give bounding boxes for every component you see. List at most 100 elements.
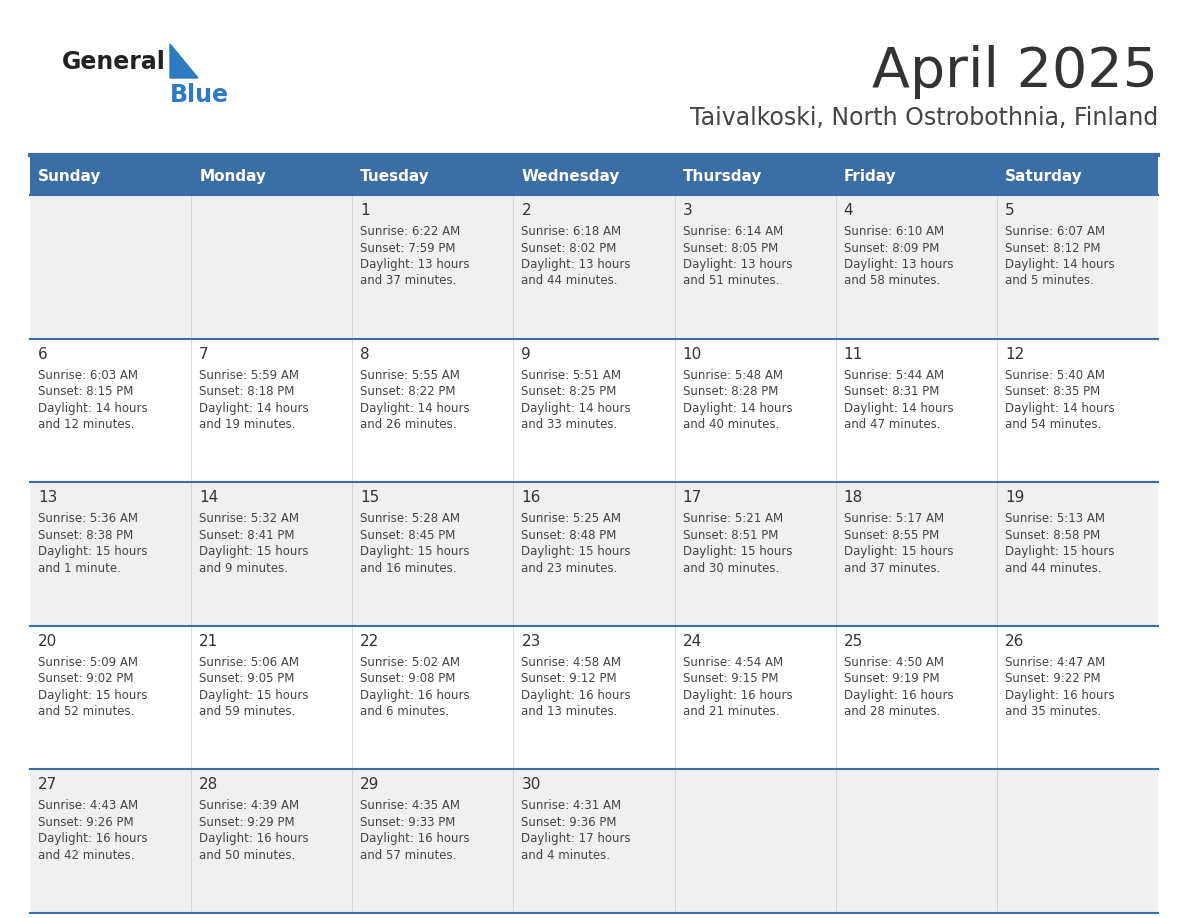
Text: and 5 minutes.: and 5 minutes. — [1005, 274, 1094, 287]
Text: Daylight: 16 hours: Daylight: 16 hours — [200, 833, 309, 845]
Text: Sunrise: 4:43 AM: Sunrise: 4:43 AM — [38, 800, 138, 812]
Text: Daylight: 16 hours: Daylight: 16 hours — [38, 833, 147, 845]
Text: 12: 12 — [1005, 347, 1024, 362]
Text: Daylight: 13 hours: Daylight: 13 hours — [843, 258, 953, 271]
Text: and 30 minutes.: and 30 minutes. — [683, 562, 779, 575]
Bar — [30, 626, 1158, 769]
Text: Daylight: 14 hours: Daylight: 14 hours — [360, 401, 470, 415]
Text: and 4 minutes.: and 4 minutes. — [522, 849, 611, 862]
Text: Daylight: 17 hours: Daylight: 17 hours — [522, 833, 631, 845]
Text: and 57 minutes.: and 57 minutes. — [360, 849, 456, 862]
Text: Sunset: 8:28 PM: Sunset: 8:28 PM — [683, 385, 778, 398]
Bar — [30, 339, 1158, 482]
Text: Daylight: 15 hours: Daylight: 15 hours — [683, 545, 792, 558]
Text: 14: 14 — [200, 490, 219, 505]
Text: Daylight: 14 hours: Daylight: 14 hours — [38, 401, 147, 415]
Text: and 12 minutes.: and 12 minutes. — [38, 418, 134, 431]
Text: Wednesday: Wednesday — [522, 169, 620, 184]
Text: and 21 minutes.: and 21 minutes. — [683, 705, 779, 718]
Text: Sunrise: 5:09 AM: Sunrise: 5:09 AM — [38, 655, 138, 669]
Text: Sunday: Sunday — [38, 169, 101, 184]
Text: Sunset: 7:59 PM: Sunset: 7:59 PM — [360, 241, 456, 254]
Text: Friday: Friday — [843, 169, 896, 184]
Text: Sunrise: 5:55 AM: Sunrise: 5:55 AM — [360, 369, 460, 382]
Text: Tuesday: Tuesday — [360, 169, 430, 184]
Text: Sunset: 9:19 PM: Sunset: 9:19 PM — [843, 672, 940, 686]
Text: and 26 minutes.: and 26 minutes. — [360, 418, 456, 431]
Text: Daylight: 16 hours: Daylight: 16 hours — [843, 688, 953, 701]
Text: Sunset: 8:35 PM: Sunset: 8:35 PM — [1005, 385, 1100, 398]
Text: Daylight: 14 hours: Daylight: 14 hours — [683, 401, 792, 415]
Text: and 19 minutes.: and 19 minutes. — [200, 418, 296, 431]
Text: Daylight: 16 hours: Daylight: 16 hours — [360, 688, 470, 701]
Text: Daylight: 13 hours: Daylight: 13 hours — [522, 258, 631, 271]
Text: Daylight: 14 hours: Daylight: 14 hours — [843, 401, 953, 415]
Text: Sunrise: 5:32 AM: Sunrise: 5:32 AM — [200, 512, 299, 525]
Text: Sunset: 8:25 PM: Sunset: 8:25 PM — [522, 385, 617, 398]
Text: Daylight: 15 hours: Daylight: 15 hours — [38, 688, 147, 701]
Text: Sunset: 9:22 PM: Sunset: 9:22 PM — [1005, 672, 1100, 686]
Text: Daylight: 14 hours: Daylight: 14 hours — [200, 401, 309, 415]
Text: 11: 11 — [843, 347, 862, 362]
Text: and 59 minutes.: and 59 minutes. — [200, 705, 296, 718]
Text: and 37 minutes.: and 37 minutes. — [360, 274, 456, 287]
Text: 19: 19 — [1005, 490, 1024, 505]
Text: Sunset: 8:41 PM: Sunset: 8:41 PM — [200, 529, 295, 542]
Text: Sunrise: 6:07 AM: Sunrise: 6:07 AM — [1005, 225, 1105, 238]
Text: and 9 minutes.: and 9 minutes. — [200, 562, 289, 575]
Text: and 44 minutes.: and 44 minutes. — [522, 274, 618, 287]
Text: Sunrise: 6:18 AM: Sunrise: 6:18 AM — [522, 225, 621, 238]
Text: Sunrise: 4:39 AM: Sunrise: 4:39 AM — [200, 800, 299, 812]
Text: Sunrise: 4:54 AM: Sunrise: 4:54 AM — [683, 655, 783, 669]
Text: Sunset: 9:26 PM: Sunset: 9:26 PM — [38, 816, 133, 829]
Text: Sunrise: 5:17 AM: Sunrise: 5:17 AM — [843, 512, 943, 525]
Text: Daylight: 16 hours: Daylight: 16 hours — [683, 688, 792, 701]
Polygon shape — [170, 44, 198, 78]
Text: Sunrise: 4:31 AM: Sunrise: 4:31 AM — [522, 800, 621, 812]
Text: Sunrise: 5:13 AM: Sunrise: 5:13 AM — [1005, 512, 1105, 525]
Text: Sunrise: 6:10 AM: Sunrise: 6:10 AM — [843, 225, 943, 238]
Text: Sunset: 8:38 PM: Sunset: 8:38 PM — [38, 529, 133, 542]
Text: Sunrise: 5:40 AM: Sunrise: 5:40 AM — [1005, 369, 1105, 382]
Text: and 51 minutes.: and 51 minutes. — [683, 274, 779, 287]
Text: and 47 minutes.: and 47 minutes. — [843, 418, 940, 431]
Text: and 54 minutes.: and 54 minutes. — [1005, 418, 1101, 431]
Text: 17: 17 — [683, 490, 702, 505]
Text: Sunset: 8:45 PM: Sunset: 8:45 PM — [360, 529, 456, 542]
Text: 3: 3 — [683, 203, 693, 218]
Text: Sunset: 8:31 PM: Sunset: 8:31 PM — [843, 385, 939, 398]
Text: 27: 27 — [38, 778, 57, 792]
Text: and 16 minutes.: and 16 minutes. — [360, 562, 456, 575]
Text: Daylight: 15 hours: Daylight: 15 hours — [200, 688, 309, 701]
Text: Daylight: 15 hours: Daylight: 15 hours — [360, 545, 469, 558]
Text: Sunset: 8:02 PM: Sunset: 8:02 PM — [522, 241, 617, 254]
Bar — [30, 157, 1158, 195]
Text: and 1 minute.: and 1 minute. — [38, 562, 121, 575]
Text: 20: 20 — [38, 633, 57, 649]
Text: 16: 16 — [522, 490, 541, 505]
Bar — [30, 769, 1158, 913]
Text: 28: 28 — [200, 778, 219, 792]
Text: 6: 6 — [38, 347, 48, 362]
Text: 8: 8 — [360, 347, 369, 362]
Text: Sunrise: 5:59 AM: Sunrise: 5:59 AM — [200, 369, 299, 382]
Bar — [30, 195, 1158, 339]
Text: 9: 9 — [522, 347, 531, 362]
Text: General: General — [62, 50, 166, 74]
Text: Daylight: 13 hours: Daylight: 13 hours — [360, 258, 469, 271]
Text: Sunrise: 4:35 AM: Sunrise: 4:35 AM — [360, 800, 460, 812]
Text: Sunrise: 5:44 AM: Sunrise: 5:44 AM — [843, 369, 943, 382]
Text: Saturday: Saturday — [1005, 169, 1082, 184]
Text: 10: 10 — [683, 347, 702, 362]
Text: and 40 minutes.: and 40 minutes. — [683, 418, 779, 431]
Bar — [30, 482, 1158, 626]
Text: and 42 minutes.: and 42 minutes. — [38, 849, 134, 862]
Text: 7: 7 — [200, 347, 209, 362]
Text: Sunset: 9:29 PM: Sunset: 9:29 PM — [200, 816, 295, 829]
Text: Sunset: 9:36 PM: Sunset: 9:36 PM — [522, 816, 617, 829]
Text: Sunset: 8:22 PM: Sunset: 8:22 PM — [360, 385, 456, 398]
Text: 15: 15 — [360, 490, 379, 505]
Text: 4: 4 — [843, 203, 853, 218]
Text: Sunset: 8:05 PM: Sunset: 8:05 PM — [683, 241, 778, 254]
Text: Daylight: 15 hours: Daylight: 15 hours — [38, 545, 147, 558]
